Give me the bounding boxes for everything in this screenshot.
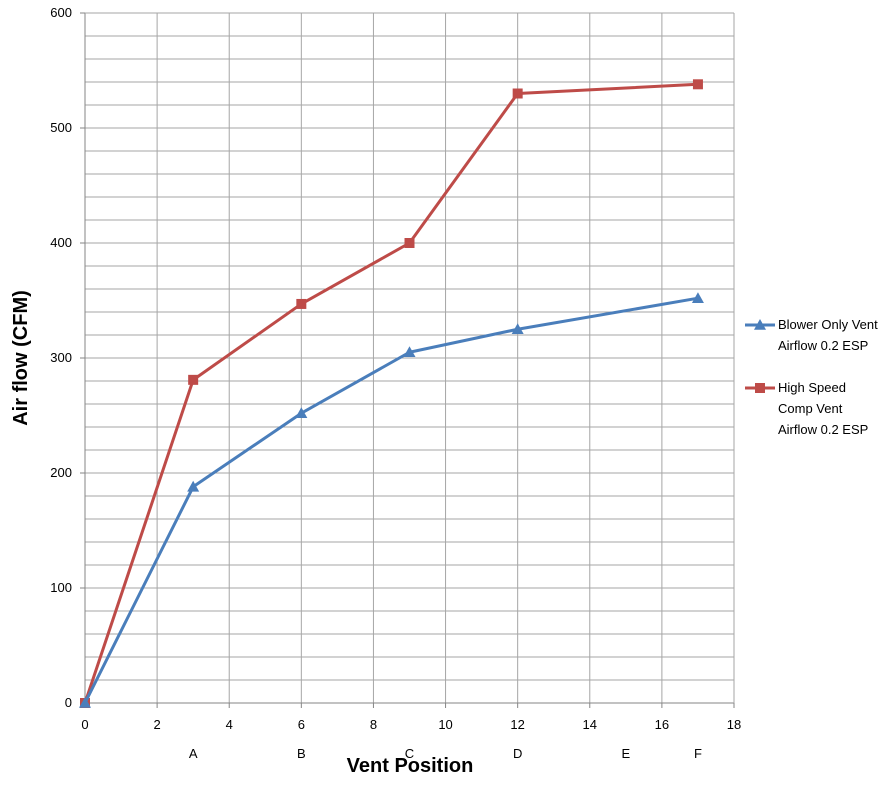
position-labels: A B C D E F (189, 746, 702, 761)
data-point-triangle (187, 480, 200, 492)
y-tick-label: 500 (50, 120, 72, 135)
data-point-triangle (511, 323, 524, 335)
position-label: A (189, 746, 198, 761)
x-tick-label: 6 (298, 717, 305, 732)
legend-label: Airflow 0.2 ESP (778, 338, 868, 353)
series-line (83, 296, 699, 704)
position-label: F (694, 746, 702, 761)
legend-label: Airflow 0.2 ESP (778, 422, 868, 437)
data-point-square (404, 238, 415, 248)
grid (84, 12, 735, 704)
x-tick-label: 18 (727, 717, 741, 732)
data-point-triangle (403, 346, 416, 358)
y-axis-title: Air flow (CFM) (10, 290, 32, 426)
legend-label: Blower Only Vent (778, 317, 878, 332)
x-tick-label: 12 (510, 717, 524, 732)
data-point-square (755, 383, 765, 393)
data-point-triangle (691, 292, 704, 303)
position-label: C (405, 746, 414, 761)
x-tick-label: 4 (226, 717, 233, 732)
y-tick-label: 600 (50, 5, 72, 20)
legend-entry: High Speed Comp Vent Airflow 0.2 ESP (745, 380, 868, 437)
y-tick-labels: 0 100 200 300 400 500 600 (50, 5, 72, 710)
x-tick-label: 16 (655, 717, 669, 732)
y-tick-label: 100 (50, 580, 72, 595)
x-tick-label: 10 (438, 717, 452, 732)
position-label: B (297, 746, 306, 761)
legend-label: Comp Vent (778, 401, 843, 416)
data-point-square (296, 298, 307, 309)
x-tick-label: 0 (81, 717, 88, 732)
series-1 (79, 292, 704, 708)
series (79, 79, 704, 708)
y-tick-label: 0 (65, 695, 72, 710)
y-tick-label: 200 (50, 465, 72, 480)
series-line (83, 82, 699, 704)
data-point-triangle (295, 407, 308, 418)
y-tick-label: 400 (50, 235, 72, 250)
x-tick-label: 8 (370, 717, 377, 732)
x-tick-labels: 0 2 4 6 8 10 12 14 16 18 (81, 717, 741, 732)
legend-entry: Blower Only Vent Airflow 0.2 ESP (745, 317, 878, 353)
data-point-square (692, 79, 703, 90)
y-tick-label: 300 (50, 350, 72, 365)
data-point-square (188, 374, 199, 385)
x-axis-title: Vent Position (347, 755, 474, 777)
axes (80, 12, 735, 708)
data-point-square (512, 88, 523, 99)
position-label: D (513, 746, 522, 761)
legend-label: High Speed (778, 380, 846, 395)
position-label: E (621, 746, 630, 761)
x-tick-label: 2 (153, 717, 160, 732)
x-tick-label: 14 (583, 717, 597, 732)
data-point-triangle (754, 319, 766, 330)
data-point-triangle (79, 697, 91, 708)
